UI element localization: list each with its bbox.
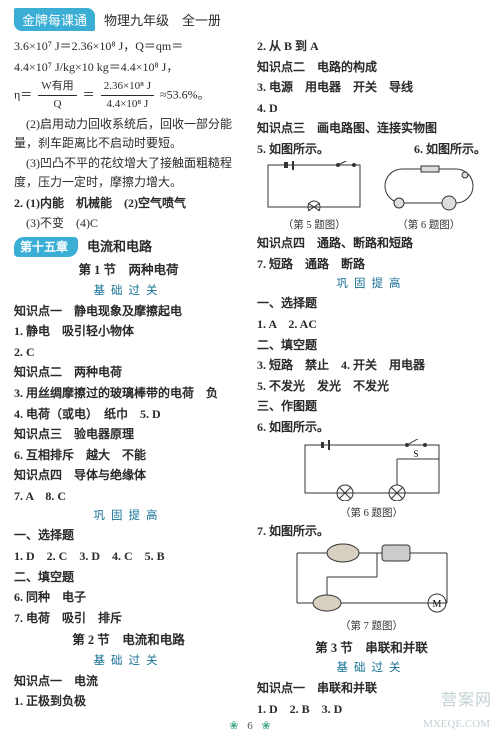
sub-basic-3: 基础过关 [257,660,486,678]
section-2-title: 第 2 节 电流和电路 [14,631,243,650]
eq-line-1: 3.6×10⁷ J＝2.36×10⁸ J，Q＝qm＝ [14,37,243,56]
eq-eta: η＝ W有用 Q ＝ 2.36×10⁸ J 4.4×10⁸ J ≈53.6%。 [14,78,243,113]
ans-3: 3. 用丝绸摩擦过的玻璃棒带的电荷 负 [14,384,243,403]
h-fill-1: 二、填空题 [14,568,243,587]
r3: 3. 电源 用电器 开关 导线 [257,78,486,97]
chapter-title: 电流和电路 [87,239,152,254]
kp4: 知识点四 导体与绝缘体 [14,466,243,485]
fig5 [264,161,364,217]
fig6 [379,161,479,217]
chapter-badge: 第十五章 [14,237,78,258]
cap6: （第 6 题图） [397,218,460,234]
fig-d6: L₁ L₂ S （第 6 题图） [257,439,486,523]
frac-2-den: 4.4×10⁸ J [101,96,154,113]
circuit-d6: L₁ L₂ S [297,439,447,501]
circuit-d7: M [287,543,457,613]
label-s: S [413,449,418,459]
section-3-title: 第 3 节 串联和并联 [257,639,486,658]
para-2: (2)启用动力回收系统后，回收一部分能量，刹车距离比不启动时要短。 [14,115,243,152]
fig-caps-1: （第 5 题图） （第 6 题图） [257,218,486,234]
header-badge: 金牌每课通 [14,8,95,31]
kp-a1: 知识点一 电流 [14,672,243,691]
tree-icon-right: ❀ [262,720,271,732]
fig-d7: M （第 7 题图） [257,543,486,635]
para-3: (3)凹凸不平的花纹增大了接触面粗糙程度，压力一定时，摩擦力增大。 [14,154,243,191]
page-header: 金牌每课通 物理九年级 全一册 [14,8,486,31]
eta-eq: ＝ [83,87,95,101]
r-h-fill: 二、填空题 [257,336,486,355]
kp2: 知识点二 两种电荷 [14,363,243,382]
circuit-fig6 [379,161,479,211]
frac-2: 2.36×10⁸ J 4.4×10⁸ J [101,78,154,113]
tree-icon-left: ❀ [229,720,238,732]
r-kp2: 知识点二 电路的构成 [257,58,486,77]
sub-basic-1: 基础过关 [14,283,243,301]
r-c1: 1. A 2. AC [257,315,486,334]
eta-lhs: η＝ [14,87,32,101]
cap-d6: （第 6 题图） [257,506,486,522]
section-1-title: 第 1 节 两种电荷 [14,261,243,280]
q2: 2. (1)内能 机械能 (2)空气喷气 [14,194,243,213]
fill-6: 6. 同种 电子 [14,588,243,607]
choice-1: 1. D 2. C 3. D 4. C 5. B [14,547,243,566]
content-columns: 3.6×10⁷ J＝2.36×10⁸ J，Q＝qm＝ 4.4×10⁷ J/kg×… [14,37,486,720]
frac-1: W有用 Q [38,78,76,113]
ans-4: 4. 电荷（或电） 纸巾 5. D [14,405,243,424]
q2b: (3)不变 (4)C [14,214,243,233]
ans-2: 2. C [14,343,243,362]
kp1: 知识点一 静电现象及摩擦起电 [14,302,243,321]
right-column: 2. 从 B 到 A 知识点二 电路的构成 3. 电源 用电器 开关 导线 4.… [257,37,486,720]
frac-2-num: 2.36×10⁸ J [101,78,154,96]
s1: 1. D 2. B 3. D [257,700,486,719]
r2: 2. 从 B 到 A [257,37,486,56]
label-m: M [432,599,441,610]
cap5: （第 5 题图） [283,218,346,234]
eta-rhs: ≈53.6%。 [160,87,210,101]
sub-basic-2: 基础过关 [14,653,243,671]
r-f5: 5. 不发光 发光 不发光 [257,377,486,396]
page-footer: ❀ 6 ❀ [0,719,500,732]
r-d6: 6. 如图所示。 [257,418,486,437]
fill-7: 7. 电荷 吸引 排斥 [14,609,243,628]
frac-1-den: Q [38,96,76,113]
ans-1: 1. 静电 吸引轻小物体 [14,322,243,341]
h-choice-1: 一、选择题 [14,526,243,545]
r-d7: 7. 如图所示。 [257,522,486,541]
r-kp3: 知识点三 画电路图、连接实物图 [257,119,486,138]
page-number: 6 [247,720,253,732]
ans-7: 7. A 8. C [14,487,243,506]
chapter-row: 第十五章 电流和电路 [14,237,243,258]
ans-6: 6. 互相排斥 越大 不能 [14,446,243,465]
left-column: 3.6×10⁷ J＝2.36×10⁸ J，Q＝qm＝ 4.4×10⁷ J/kg×… [14,37,243,720]
header-sub: 物理九年级 全一册 [104,10,221,29]
r-kp4: 知识点四 通路、断路和短路 [257,234,486,253]
r2-text: 2. 从 B 到 A [257,39,319,53]
kp3: 知识点三 验电器原理 [14,425,243,444]
r5-row: 5. 如图所示。 6. 如图所示。 [257,140,486,159]
sub-up-2: 巩固提高 [257,276,486,294]
r5a: 5. 如图所示。 [257,142,329,156]
r4: 4. D [257,99,486,118]
r-h-choice: 一、选择题 [257,294,486,313]
r5b: 6. 如图所示。 [414,140,486,159]
kp-s1: 知识点一 串联和并联 [257,679,486,698]
r-f3: 3. 短路 禁止 4. 开关 用电器 [257,356,486,375]
sub-up-1: 巩固提高 [14,508,243,526]
ans-a1: 1. 正极到负极 [14,692,243,711]
r-h-draw: 三、作图题 [257,397,486,416]
eq-line-2: 4.4×10⁷ J/kg×10 kg＝4.4×10⁸ J， [14,58,243,77]
r7: 7. 短路 通路 断路 [257,255,486,274]
cap-d7: （第 7 题图） [257,619,486,635]
frac-1-num: W有用 [38,78,76,96]
fig-row-1 [257,161,486,217]
circuit-fig5 [264,161,364,211]
